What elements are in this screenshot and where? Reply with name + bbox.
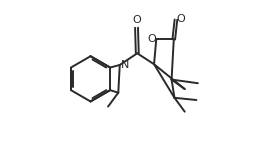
Text: O: O (132, 15, 141, 25)
Text: O: O (148, 34, 156, 44)
Text: N: N (121, 60, 129, 70)
Text: O: O (176, 14, 185, 24)
